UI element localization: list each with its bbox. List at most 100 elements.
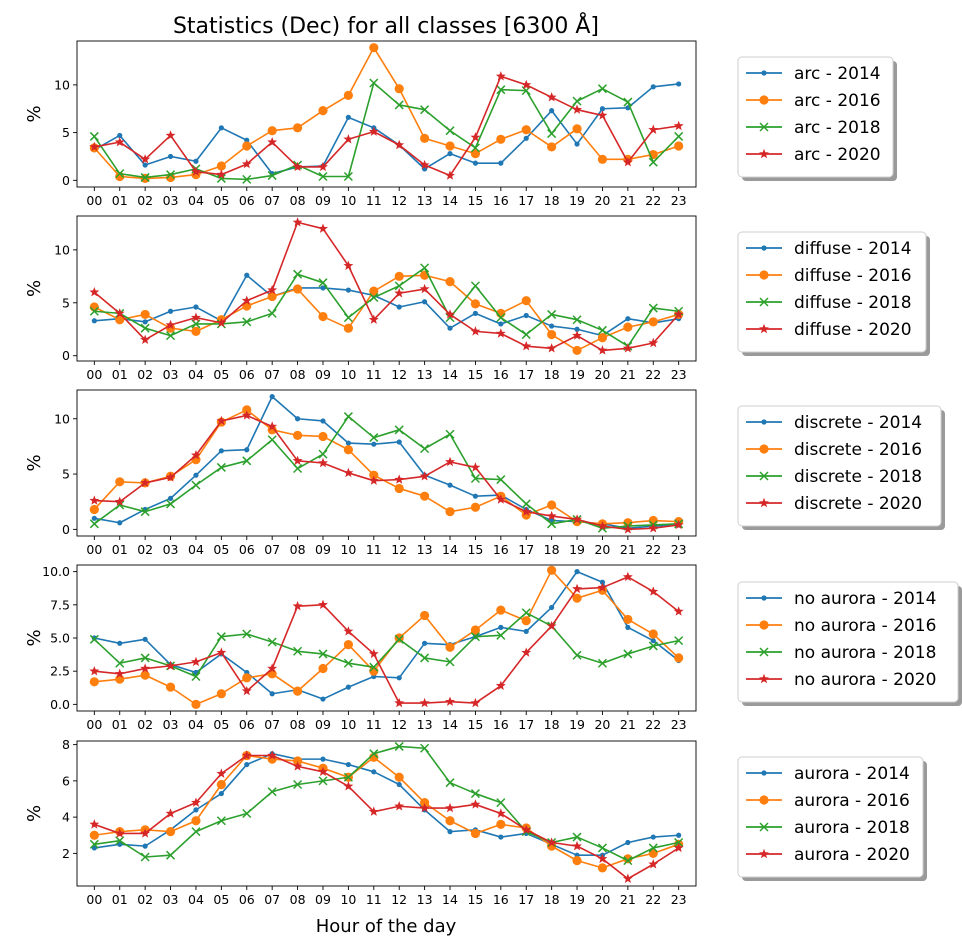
data-point <box>318 311 328 322</box>
series-arc-2018 <box>89 78 684 184</box>
data-point <box>419 159 430 170</box>
data-point <box>622 524 633 534</box>
x-tick-label: 11 <box>366 717 382 732</box>
data-point <box>622 873 633 883</box>
x-tick-label: 21 <box>620 542 636 557</box>
panel-arc: 00 01 02 03 04 05 06 07 08 09 10 11 12 13 14 15 16 17 18 19… <box>24 40 897 208</box>
data-point <box>572 832 582 842</box>
data-point <box>89 306 99 316</box>
data-point <box>547 142 557 152</box>
y-tick-label: 4 <box>62 810 70 825</box>
data-point <box>343 626 354 636</box>
data-point <box>343 658 353 668</box>
x-tick-label: 20 <box>594 367 610 382</box>
data-point <box>292 455 303 465</box>
data-point <box>521 330 531 340</box>
data-point <box>115 169 125 179</box>
legend-label: aurora - 2020 <box>794 845 910 865</box>
data-point <box>89 677 99 687</box>
data-point <box>572 315 582 325</box>
legend-item: discrete - 2014 <box>746 413 922 433</box>
data-point <box>470 149 481 159</box>
data-point <box>267 171 277 181</box>
data-point <box>292 761 303 771</box>
data-point <box>495 680 506 690</box>
series-line <box>94 267 679 347</box>
data-point <box>320 756 326 762</box>
data-point <box>521 608 531 618</box>
data-point <box>318 649 328 659</box>
data-point <box>470 502 481 512</box>
data-point <box>292 430 303 440</box>
data-point <box>318 457 328 468</box>
chart-panels: 00 01 02 03 04 05 06 07 08 09 10 11 12 13 14 15 16 17 18 19… <box>24 40 962 907</box>
data-point <box>292 161 303 172</box>
data-point <box>216 415 227 426</box>
data-point <box>648 317 658 327</box>
x-tick-label: 19 <box>569 367 585 382</box>
data-point <box>320 696 326 702</box>
y-tick-label: 10 <box>54 242 70 257</box>
data-point <box>191 312 201 322</box>
series-discrete-2016 <box>89 405 684 529</box>
data-point <box>368 648 379 659</box>
legend-label: discrete - 2014 <box>794 413 922 433</box>
x-tick-label: 17 <box>518 367 534 382</box>
legend-marker <box>759 471 769 481</box>
data-point <box>242 405 252 415</box>
data-point <box>420 133 430 143</box>
data-point <box>343 467 354 478</box>
data-point <box>267 637 277 647</box>
data-point <box>318 663 328 674</box>
data-point <box>218 790 224 797</box>
data-point <box>648 303 658 313</box>
data-point <box>140 323 150 333</box>
x-tick-label: 05 <box>213 367 229 382</box>
data-point <box>369 470 379 480</box>
data-point <box>368 475 379 485</box>
x-tick-label: 04 <box>188 717 204 732</box>
legend-marker <box>759 323 769 334</box>
series-line <box>94 395 679 530</box>
legend-marker <box>759 148 769 159</box>
x-tick-label: 14 <box>442 892 458 907</box>
legend-marker <box>759 444 769 454</box>
legend-marker <box>759 822 769 832</box>
legend-item: arc - 2020 <box>746 145 881 165</box>
y-tick-label: 0 <box>62 173 70 188</box>
data-point <box>495 494 506 504</box>
data-point <box>343 772 353 782</box>
data-point <box>572 593 582 603</box>
data-point <box>572 650 582 660</box>
data-point <box>293 269 303 279</box>
x-tick-label: 12 <box>391 717 407 732</box>
x-tick-label: 13 <box>417 193 433 208</box>
data-point <box>572 124 582 134</box>
data-point <box>445 778 455 788</box>
x-tick-label: 05 <box>213 542 229 557</box>
data-point <box>241 295 252 305</box>
x-tick-label: 02 <box>137 193 153 208</box>
x-tick-label: 07 <box>264 542 280 557</box>
data-point <box>674 131 684 141</box>
data-point <box>572 856 582 866</box>
legend-item: aurora - 2014 <box>746 764 910 784</box>
legend-no-aurora: no aurora - 2014 no aurora - 2016 no auror… <box>737 581 962 706</box>
x-tick-label: 03 <box>163 717 179 732</box>
data-point <box>193 807 199 813</box>
data-point <box>394 288 405 298</box>
data-point <box>167 495 174 501</box>
x-tick-label: 09 <box>315 717 331 732</box>
x-tick-label: 03 <box>163 892 179 907</box>
data-point <box>267 291 277 302</box>
data-point <box>496 819 506 829</box>
data-point <box>574 569 580 575</box>
data-point <box>496 85 506 95</box>
data-point <box>549 604 555 611</box>
data-point <box>625 839 631 846</box>
x-tick-label: 06 <box>239 542 255 557</box>
x-tick-label: 01 <box>112 367 128 382</box>
data-point <box>648 641 658 651</box>
data-point <box>166 170 176 180</box>
legend-label: arc - 2018 <box>794 118 881 138</box>
